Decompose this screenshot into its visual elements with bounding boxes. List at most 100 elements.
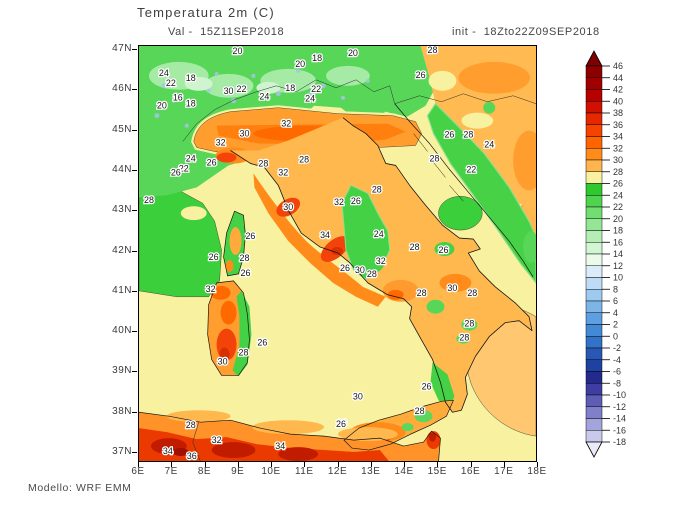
colorbar-segment [585,230,603,243]
contour-label: 26 [171,167,181,177]
country-borders [182,79,536,461]
colorbar-label: 32 [613,143,623,153]
contour-label: 22 [179,163,189,173]
corsica-region [223,211,246,276]
contour-label: 22 [166,78,176,88]
contour-label: 34 [275,441,285,451]
colorbar-label: 4 [613,308,618,318]
contour-label: 32 [376,256,386,266]
contour-label: 28 [415,406,425,416]
contour-label: 16 [173,93,183,103]
y-axis-label: 38N [112,405,132,417]
colorbar-label: 18 [613,226,623,236]
alpine-cold-speckles [154,68,370,128]
gargano-green [434,242,455,256]
colorbar-label: 30 [613,155,623,165]
contour-label: 28 [258,158,268,168]
colorbar-segment [585,218,603,231]
contour-label: 28 [459,333,469,343]
colorbar-label: 0 [613,331,618,341]
contour-label: 30 [239,129,249,139]
x-axis-tick [437,462,439,467]
colorbar-segment [585,171,603,184]
colorbar-segment [585,324,603,337]
contour-label: 34 [163,446,173,456]
y-axis-label: 40N [112,325,132,337]
x-axis-label: 12E [327,466,348,477]
colorbar-label: -14 [613,414,626,424]
colorbar-label: 44 [613,73,623,83]
adriatic-cool-patch [438,196,483,231]
contour-label: 32 [334,197,344,207]
contour-label: 26 [257,338,267,348]
contour-label: 24 [186,153,196,163]
colorbar-label: -18 [613,437,626,447]
colorbar-segment [585,336,603,349]
y-axis-label: 41N [112,284,132,296]
contour-label: 26 [207,157,217,167]
contour-label: 26 [340,263,350,273]
colorbar-label: 8 [613,284,618,294]
y-axis-label: 42N [112,244,132,256]
contour-label: 28 [238,348,248,358]
colorbar-label: -4 [613,355,621,365]
colorbar-label: 36 [613,120,623,130]
x-axis-tick [537,462,538,467]
contour-label: 26 [245,231,255,241]
colorbar-label: 28 [613,167,623,177]
colorbar-segment [585,101,603,114]
colorbar-segment [585,206,603,219]
contour-label: 28 [186,420,196,430]
map-frame: 20 20 20 18 24 18 22 16 20 18 22 30 24 18 22 24 28 26 32 30… [138,45,537,462]
colorbar-label: -12 [613,402,626,412]
x-axis-tick [271,462,272,467]
contour-label: 24 [259,92,269,102]
colorbar-label: 10 [613,273,623,283]
x-axis-label: 6E [131,466,145,477]
contour-label: 26 [444,130,454,140]
contour-label: 20 [295,59,305,69]
y-axis-tick [132,89,137,91]
colorbar-segment [585,265,603,278]
y-axis-label: 46N [112,83,132,95]
y-axis-label: 43N [112,204,132,216]
colorbar-segment [585,359,603,372]
colorbar-label: 2 [613,320,618,330]
x-axis-tick [138,462,139,467]
contour-label: 26 [438,245,448,255]
colorbar-segment [585,183,603,196]
colorbar-label: 6 [613,296,618,306]
y-axis-tick [132,411,137,413]
y-axis-tick [132,49,137,50]
contour-label: 18 [186,99,196,109]
colorbar-segment [585,89,603,102]
x-axis-label: 10E [261,466,281,477]
colorbar-label: 22 [613,202,623,212]
x-axis-tick [503,462,505,467]
colorbar-label: -6 [613,367,621,377]
contour-label: 26 [422,381,432,391]
contour-label: 26 [209,252,219,262]
contour-label: 30 [447,283,457,293]
colorbar-segment [585,394,603,407]
x-axis-label: 17E [494,466,514,477]
contour-label: 30 [218,356,228,366]
contour-label: 30 [283,202,293,212]
contour-label: 24 [305,94,315,104]
contour-label: 28 [467,288,477,298]
contour-label: 20 [157,101,167,111]
contour-label: 26 [337,418,347,428]
contour-label: 24 [159,68,169,78]
colorbar-segment [585,300,603,313]
contour-label: 26 [416,70,426,80]
balkan-green-band [426,102,536,284]
contour-label: 28 [417,288,427,298]
colorbar-segment [585,347,603,360]
x-axis-label: 16E [460,466,481,477]
contour-label: 26 [240,268,250,278]
x-axis-label: 18E [527,466,547,477]
colorbar: 46 44 42 40 38 36 34 32 30 28 26 24 22 20 18 16 14 12 10 8 6… [580,48,650,472]
x-axis-label: 11E [294,466,314,477]
colorbar-label: 12 [613,261,623,271]
